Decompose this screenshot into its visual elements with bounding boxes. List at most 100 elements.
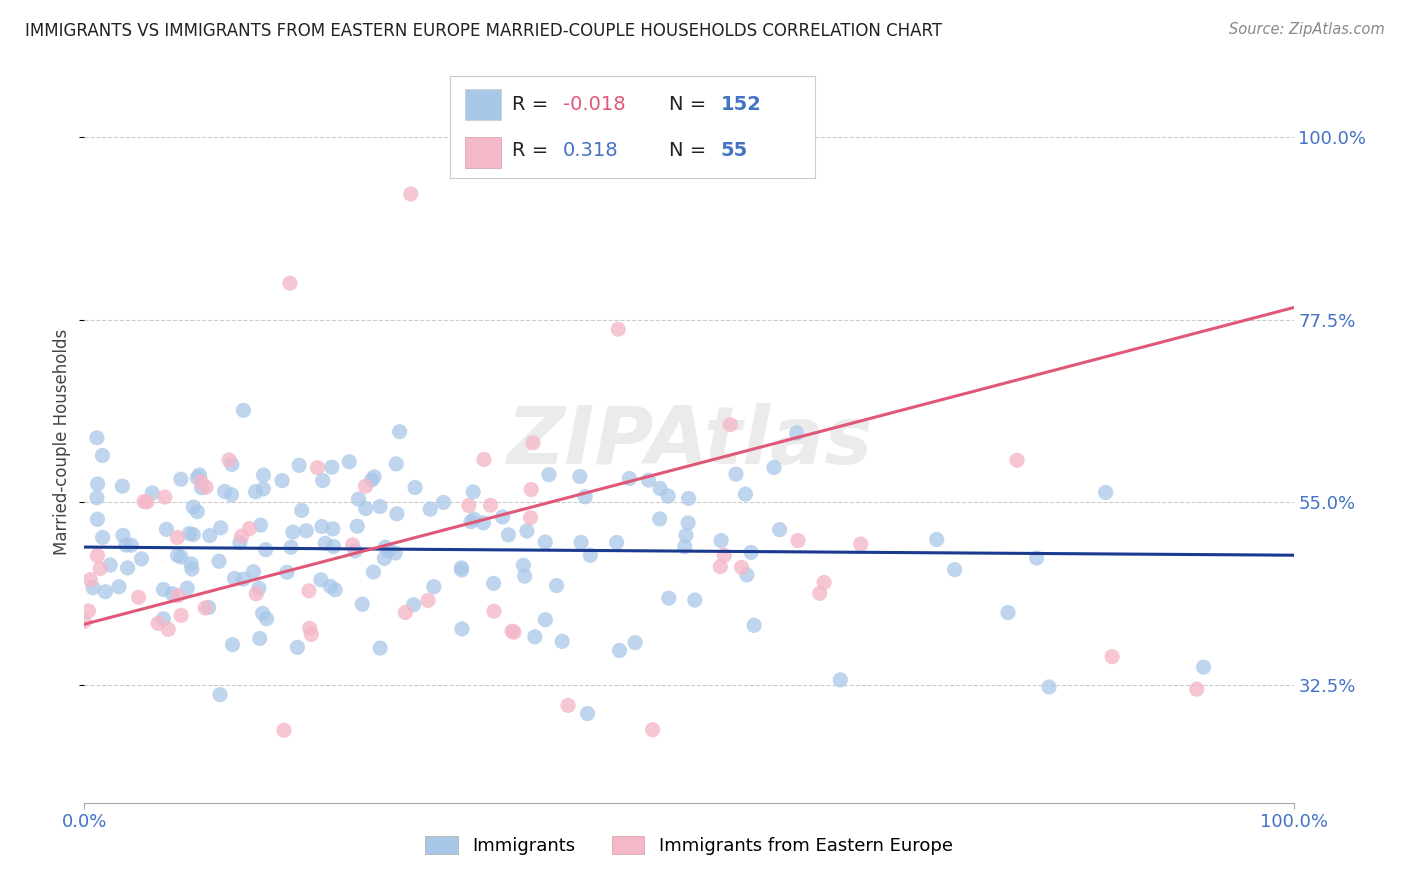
Point xyxy=(276,565,298,579)
Point xyxy=(404,481,426,495)
Point xyxy=(77,604,100,618)
Point xyxy=(347,492,370,507)
Point xyxy=(713,549,735,563)
Point xyxy=(463,484,485,499)
Text: N =: N = xyxy=(669,95,706,114)
Point xyxy=(298,583,321,598)
Point xyxy=(637,473,659,487)
Point xyxy=(295,524,318,538)
Point xyxy=(1101,649,1123,664)
Point xyxy=(208,554,231,568)
Point xyxy=(256,612,278,626)
Point xyxy=(394,606,416,620)
Text: N =: N = xyxy=(669,141,706,161)
Point xyxy=(450,561,472,575)
Point xyxy=(181,500,204,514)
Point xyxy=(787,533,810,548)
Point xyxy=(491,510,513,524)
Point xyxy=(287,640,309,655)
Point xyxy=(830,673,852,687)
Text: ZIPAtlas: ZIPAtlas xyxy=(506,402,872,481)
Point xyxy=(384,546,406,560)
Point xyxy=(91,449,114,463)
Point xyxy=(460,515,482,529)
Point xyxy=(342,538,364,552)
Point xyxy=(648,512,671,526)
Point xyxy=(280,541,302,555)
Bar xyxy=(464,89,501,120)
Point xyxy=(482,604,505,618)
Point xyxy=(288,458,311,473)
Point xyxy=(419,502,441,516)
Point xyxy=(170,472,193,486)
Point xyxy=(808,586,831,600)
Point xyxy=(307,460,329,475)
Point xyxy=(368,500,391,514)
Point xyxy=(245,484,267,499)
Point xyxy=(399,186,422,201)
Point xyxy=(94,584,117,599)
Point xyxy=(224,571,246,585)
Point xyxy=(291,503,314,517)
Point xyxy=(249,632,271,646)
Point xyxy=(569,535,592,549)
Point xyxy=(271,474,294,488)
Point xyxy=(79,573,101,587)
Point xyxy=(194,601,217,615)
Point xyxy=(180,562,202,576)
Point xyxy=(609,643,631,657)
Point xyxy=(1025,551,1047,566)
Point xyxy=(673,540,696,554)
Point xyxy=(450,563,472,577)
Point xyxy=(86,431,108,445)
Point xyxy=(650,482,672,496)
Point xyxy=(153,490,176,504)
Point xyxy=(209,521,232,535)
Text: 55: 55 xyxy=(720,141,748,161)
Point xyxy=(624,635,647,649)
Point xyxy=(363,565,385,579)
Point xyxy=(281,524,304,539)
Point xyxy=(416,593,439,607)
Point xyxy=(167,589,190,603)
Point xyxy=(472,516,495,530)
Point xyxy=(252,482,274,496)
Point xyxy=(131,552,153,566)
Point xyxy=(194,480,217,494)
Point xyxy=(179,526,201,541)
Point xyxy=(249,518,271,533)
Point xyxy=(374,540,396,554)
Point xyxy=(388,425,411,439)
Point xyxy=(319,579,342,593)
Point xyxy=(170,608,193,623)
Point xyxy=(136,495,159,509)
Point xyxy=(546,578,568,592)
Legend: Immigrants, Immigrants from Eastern Europe: Immigrants, Immigrants from Eastern Euro… xyxy=(418,829,960,863)
Point xyxy=(522,435,544,450)
Text: IMMIGRANTS VS IMMIGRANTS FROM EASTERN EUROPE MARRIED-COUPLE HOUSEHOLDS CORRELATI: IMMIGRANTS VS IMMIGRANTS FROM EASTERN EU… xyxy=(25,22,942,40)
Point xyxy=(186,470,208,484)
Point xyxy=(762,460,785,475)
Point xyxy=(111,479,134,493)
Point xyxy=(1094,485,1116,500)
Point xyxy=(86,477,108,491)
Point xyxy=(377,543,399,558)
Point xyxy=(190,475,212,489)
Point xyxy=(534,613,557,627)
Point xyxy=(132,494,155,508)
Point xyxy=(503,625,526,640)
Point xyxy=(472,452,495,467)
Point xyxy=(385,507,408,521)
Point xyxy=(231,529,253,543)
Point xyxy=(675,528,697,542)
Point xyxy=(337,455,360,469)
Point xyxy=(730,560,752,574)
Point xyxy=(678,491,700,506)
Point xyxy=(1038,680,1060,694)
Y-axis label: Married-couple Households: Married-couple Households xyxy=(53,328,72,555)
Point xyxy=(238,522,260,536)
Point xyxy=(273,723,295,738)
Point xyxy=(742,618,765,632)
Point xyxy=(128,591,150,605)
Point xyxy=(676,516,699,530)
